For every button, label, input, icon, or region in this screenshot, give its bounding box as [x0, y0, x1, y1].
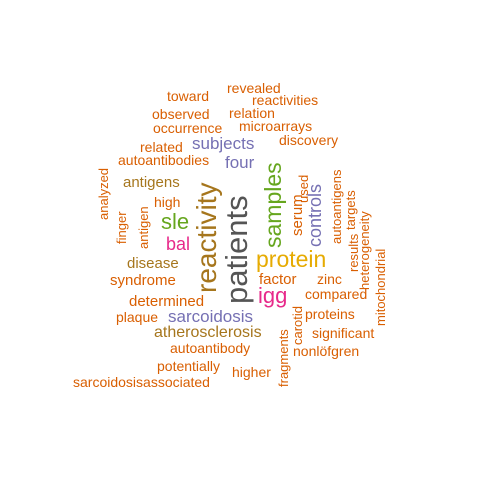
word-mitochondrial: mitochondrial	[373, 248, 388, 326]
word-analyzed: analyzed	[96, 167, 111, 220]
word-antigen: antigen	[136, 206, 151, 249]
word-autoantibody: autoantibody	[170, 340, 251, 356]
word-subjects: subjects	[192, 134, 255, 153]
word-microarrays: microarrays	[239, 118, 313, 134]
word-igg: igg	[258, 283, 288, 308]
word-samples: samples	[260, 162, 286, 248]
word-autoantigens: autoantigens	[329, 169, 344, 244]
word-toward: toward	[167, 88, 210, 104]
word-determined: determined	[129, 293, 205, 310]
word-observed: observed	[152, 106, 210, 122]
word-proteins: proteins	[305, 306, 355, 322]
word-discovery: discovery	[279, 132, 339, 148]
word-bal: bal	[166, 234, 191, 254]
word-disease: disease	[127, 255, 179, 272]
word-high: high	[154, 194, 181, 210]
word-protein: protein	[256, 246, 327, 272]
word-used: used	[296, 174, 311, 203]
word-relation: relation	[229, 105, 275, 121]
word-revealed: revealed	[227, 80, 281, 96]
word-significant: significant	[312, 325, 375, 341]
word-fragments: fragments	[276, 329, 291, 387]
word-factor: factor	[259, 271, 297, 288]
word-antigens: antigens	[123, 174, 180, 191]
word-reactivities: reactivities	[252, 92, 319, 108]
word-nonlofgren: nonlöfgren	[293, 343, 360, 359]
word-four: four	[225, 153, 255, 172]
word-compared: compared	[305, 286, 368, 302]
word-finger: finger	[114, 211, 129, 244]
word-reactivity: reactivity	[191, 182, 222, 293]
word-sarcoidosis: sarcoidosis	[168, 307, 254, 326]
word-sarcoidosisassociated: sarcoidosisassociated	[73, 374, 210, 390]
word-zinc: zinc	[317, 271, 342, 287]
word-carotid: carotid	[290, 305, 305, 345]
word-occurrence: occurrence	[153, 120, 223, 136]
word-related: related	[140, 139, 183, 155]
word-patients: patients	[219, 195, 254, 304]
word-autoantibodies: autoantibodies	[118, 152, 210, 168]
word-potentially: potentially	[157, 358, 221, 374]
word-targets: targets	[343, 190, 358, 230]
word-atherosclerosis: atherosclerosis	[154, 324, 262, 341]
word-syndrome: syndrome	[110, 272, 176, 289]
word-higher: higher	[232, 364, 271, 380]
word-sle: sle	[161, 209, 190, 234]
word-plaque: plaque	[116, 309, 159, 325]
word-heterogeneity: heterogeneity	[357, 211, 372, 290]
